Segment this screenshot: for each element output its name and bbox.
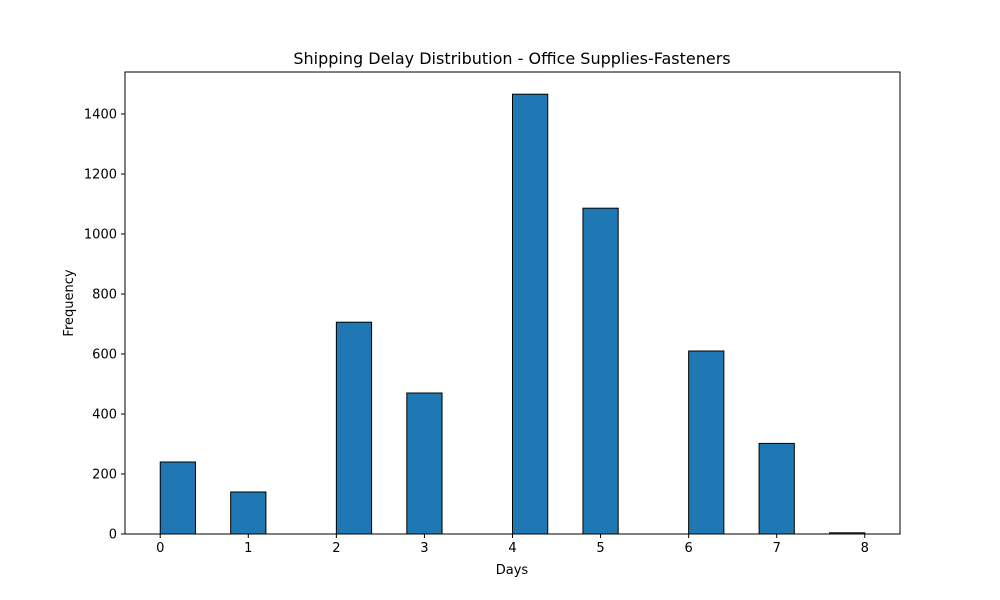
x-tick-label: 4 xyxy=(508,541,516,556)
x-tick-label: 0 xyxy=(156,541,164,556)
histogram-bar xyxy=(758,442,795,535)
x-tick-label: 8 xyxy=(861,541,869,556)
histogram-bar xyxy=(512,93,549,535)
chart-title: Shipping Delay Distribution - Office Sup… xyxy=(293,49,730,68)
histogram-bar xyxy=(688,350,725,535)
histogram-bar xyxy=(406,392,443,535)
x-axis-label: Days xyxy=(496,563,529,578)
x-tick-label: 1 xyxy=(244,541,252,556)
histogram-bar xyxy=(335,321,373,535)
y-tick-label: 1200 xyxy=(84,168,117,183)
x-tick-label: 2 xyxy=(332,541,340,556)
y-tick-label: 200 xyxy=(92,468,117,483)
y-tick-label: 0 xyxy=(109,528,117,543)
bars-group xyxy=(159,93,866,535)
y-tick-label: 1000 xyxy=(84,228,117,243)
x-axis-ticks: 0 1 2 3 4 5 6 7 8 xyxy=(156,534,869,556)
x-tick-label: 6 xyxy=(684,541,692,556)
y-tick-label: 800 xyxy=(92,288,117,303)
y-tick-label: 400 xyxy=(92,408,117,423)
histogram-bar xyxy=(582,207,619,535)
y-axis-ticks: 0 200 400 600 800 1000 1200 1400 xyxy=(84,108,125,543)
histogram-bar xyxy=(159,461,196,535)
y-tick-label: 600 xyxy=(92,348,117,363)
x-tick-label: 5 xyxy=(596,541,604,556)
x-tick-label: 7 xyxy=(773,541,781,556)
y-tick-label: 1400 xyxy=(84,108,117,123)
histogram-bar xyxy=(230,491,267,535)
y-axis-label: Frequency xyxy=(62,269,77,336)
x-tick-label: 3 xyxy=(420,541,428,556)
